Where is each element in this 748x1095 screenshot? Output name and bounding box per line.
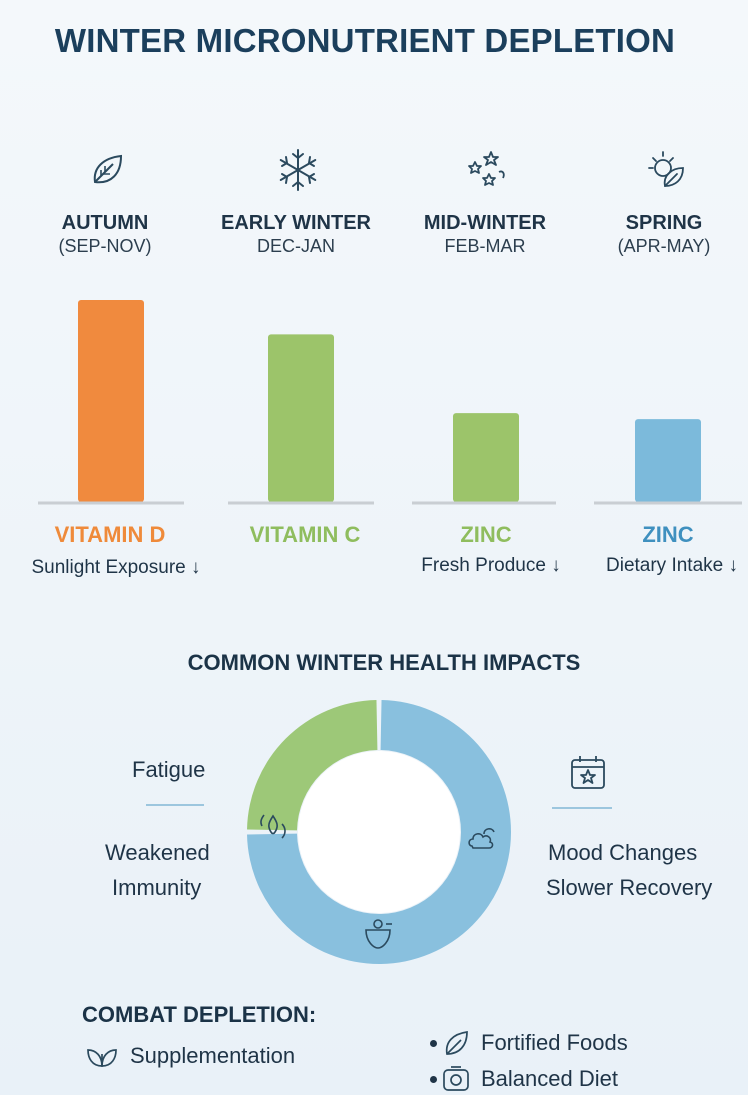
donut-hole [298, 751, 460, 913]
combat-item: Fortified Foods [481, 1030, 628, 1055]
bar-4 [635, 419, 701, 502]
bar-note: Dietary Intake ↓ [606, 555, 738, 576]
bullet [430, 1040, 437, 1047]
bar-2 [268, 334, 334, 502]
bar-chart [38, 300, 742, 505]
leaves-icon [87, 1049, 117, 1067]
impact-label: Mood Changes [548, 840, 698, 865]
bar-note: Fresh Produce ↓ [421, 555, 561, 576]
season-name: MID-WINTER [423, 212, 547, 234]
combat-title: COMBAT DEPLETION: [82, 1002, 317, 1027]
mortar-bowl-icon [365, 919, 392, 949]
bullet [430, 1076, 437, 1083]
donut-slice-2 [247, 700, 511, 964]
season-range: (APR-MAY) [617, 236, 711, 256]
donut-slice-1 [247, 700, 378, 831]
combat-item: Balanced Diet [481, 1066, 618, 1091]
combat-item: Supplementation [130, 1043, 296, 1068]
bar-label: VITAMIN D [54, 522, 166, 547]
water-drops-icon [260, 814, 286, 839]
bar-label: ZINC [460, 522, 512, 547]
impact-label: Immunity [112, 875, 202, 900]
food-container-icon [443, 1066, 469, 1091]
season-name: AUTUMN [61, 212, 149, 234]
season-range: (SEP-NOV) [58, 236, 152, 256]
bar-note: Sunlight Exposure ↓ [31, 557, 201, 578]
section-title: COMMON WINTER HEALTH IMPACTS [187, 650, 581, 675]
bar-label: ZINC [642, 522, 694, 547]
calendar-star-icon [571, 756, 605, 789]
leaf-icon [93, 154, 123, 184]
season-range: FEB-MAR [444, 236, 526, 256]
impact-label: Weakened [105, 840, 210, 865]
divider [552, 807, 612, 809]
donut-chart [247, 700, 511, 964]
bar-3 [453, 413, 519, 502]
snowflake-icon [279, 149, 317, 191]
impact-label: Slower Recovery [546, 875, 713, 900]
bar-label: VITAMIN C [249, 522, 361, 547]
impact-label-fatigue: Fatigue [132, 757, 206, 782]
bar-1 [78, 300, 144, 502]
leaf-icon [445, 1031, 468, 1055]
season-name: SPRING [625, 212, 703, 234]
clouds-icon [468, 828, 495, 849]
divider [146, 804, 204, 806]
page-title: WINTER MICRONUTRIENT DEPLETION [54, 22, 676, 59]
season-name: EARLY WINTER [220, 212, 372, 234]
season-range: DEC-JAN [256, 236, 335, 256]
stars-icon [468, 151, 505, 186]
sun-leaf-icon [648, 151, 684, 187]
